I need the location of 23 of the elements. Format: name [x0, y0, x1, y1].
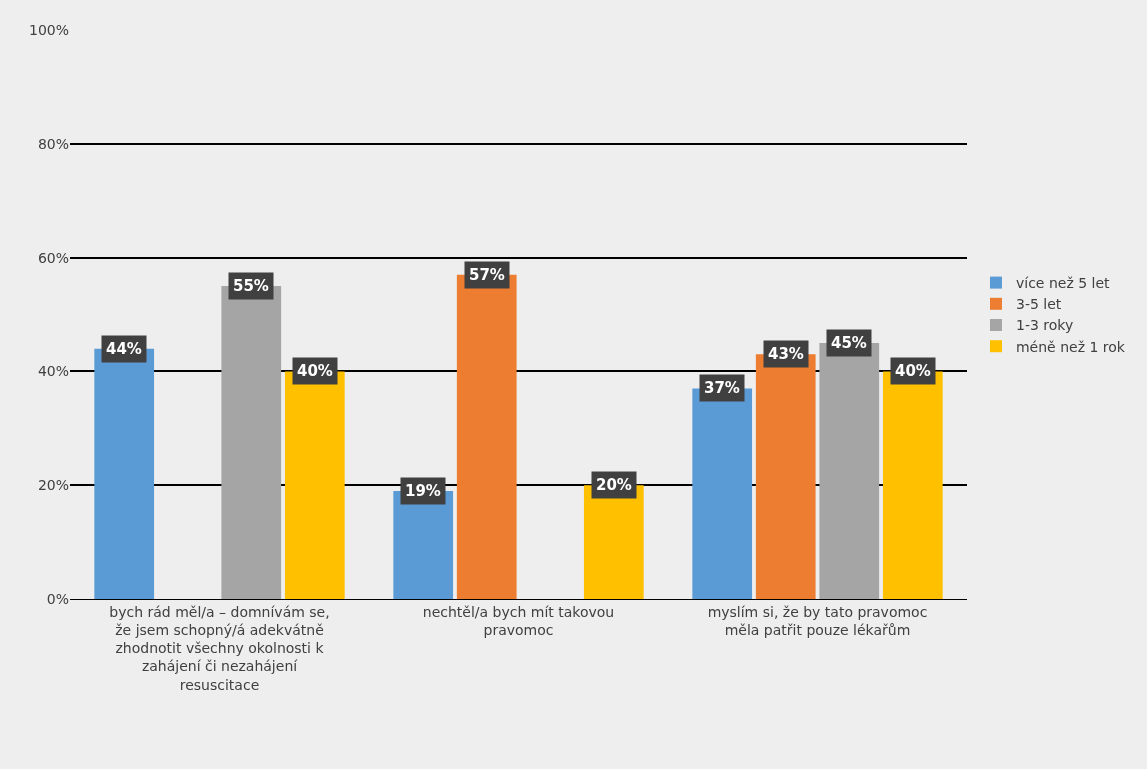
data-label: 37% — [704, 379, 740, 397]
legend-label: 3-5 let — [1015, 296, 1062, 313]
legend-label: 1-3 roky — [1015, 317, 1074, 334]
data-label: 19% — [405, 482, 441, 500]
y-tick-label: 0% — [46, 590, 69, 607]
data-label: 40% — [297, 362, 333, 380]
y-tick-label: 20% — [37, 477, 69, 494]
data-label: 57% — [469, 266, 505, 284]
data-label: 40% — [895, 362, 931, 380]
data-label: 20% — [596, 476, 632, 494]
legend-label: více než 5 let — [1015, 275, 1111, 292]
legend-label: méně než 1 rok — [1015, 338, 1126, 355]
y-tick-label: 80% — [37, 135, 69, 152]
data-label: 43% — [768, 345, 804, 363]
data-label: 55% — [233, 277, 269, 295]
y-tick-label: 100% — [28, 21, 69, 38]
x-tick-label: bych rád měl/a – domnívám se, že jsem schopný/á adekvátně zhodnotit všechny okolnosti k zahájení či nezahájení resuscitace — [109, 603, 330, 693]
y-tick-label: 60% — [37, 249, 69, 266]
x-tick-label: myslím si, že by tato pravomoc měla patřit pouze lékařům — [707, 603, 928, 638]
data-label: 45% — [831, 334, 867, 352]
y-tick-label: 40% — [37, 363, 69, 380]
data-label: 44% — [106, 340, 142, 358]
x-tick-label: nechtěl/a bych mít takovou pravomoc — [422, 603, 615, 638]
